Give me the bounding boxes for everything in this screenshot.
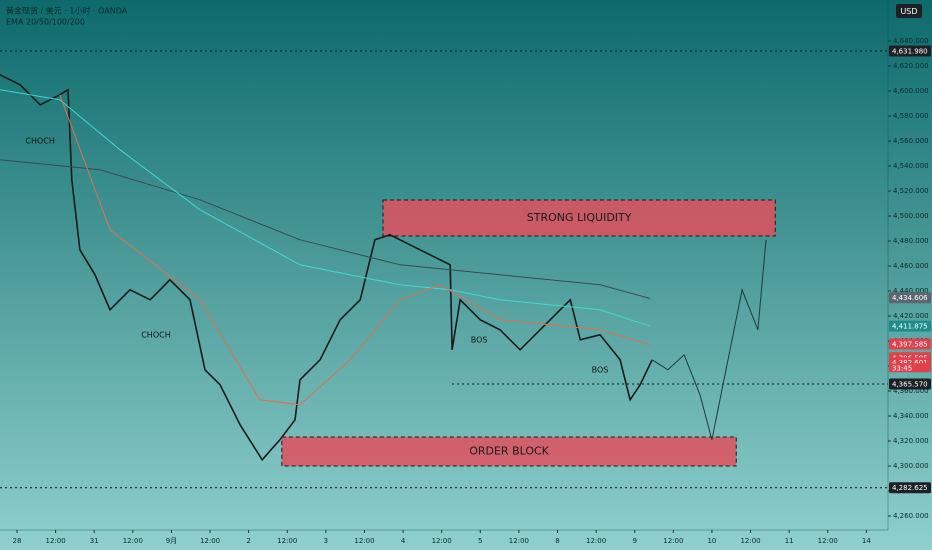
x-tick-label: 9 <box>632 537 636 545</box>
y-tick-label: 4,440.000 <box>893 287 929 295</box>
annotation: CHOCH <box>141 330 171 339</box>
x-tick-label: 4 <box>401 537 406 545</box>
y-tick-label: 4,300.000 <box>893 462 929 470</box>
x-tick-label: 9月 <box>166 537 177 545</box>
currency-button[interactable] <box>896 4 922 18</box>
y-tick-label: 4,580.000 <box>893 112 929 120</box>
x-tick-label: 14 <box>862 537 871 545</box>
y-tick-label: 4,640.000 <box>893 37 929 45</box>
y-tick-label: 4,340.000 <box>893 412 929 420</box>
price-tag-label: 4,434.606 <box>892 294 928 302</box>
x-tick-label: 2 <box>246 537 250 545</box>
y-tick-label: 4,460.000 <box>893 262 929 270</box>
price-line <box>651 239 767 440</box>
x-tick-label: 12:00 <box>432 537 452 545</box>
y-tick-label: 4,540.000 <box>893 162 929 170</box>
zone-label: STRONG LIQUIDITY <box>527 211 632 224</box>
x-tick-label: 12:00 <box>740 537 760 545</box>
y-tick-label: 4,560.000 <box>893 137 929 145</box>
countdown: 33:45 <box>892 364 912 372</box>
y-tick-label: 4,480.000 <box>893 237 929 245</box>
x-tick-label: 12:00 <box>586 537 606 545</box>
y-tick-label: 4,620.000 <box>893 62 929 70</box>
x-tick-label: 5 <box>478 537 482 545</box>
zone-label: ORDER BLOCK <box>469 445 549 458</box>
price-tag <box>889 482 931 494</box>
price-line <box>59 94 651 406</box>
annotation: BOS <box>592 365 609 374</box>
symbol-header: 黄金现货 / 美元 · 1小时 · OANDA <box>6 6 128 16</box>
price-tag <box>889 338 931 350</box>
x-tick-label: 12:00 <box>277 537 297 545</box>
y-tick-label: 4,600.000 <box>893 87 929 95</box>
price-tag <box>889 45 931 57</box>
price-tag-label: 4,397.585 <box>892 341 928 349</box>
price-tag-label: 4,631.980 <box>892 48 928 56</box>
x-tick-label: 12:00 <box>200 537 220 545</box>
annotation: BOS <box>471 335 488 344</box>
x-tick-label: 3 <box>324 537 328 545</box>
x-tick-label: 12:00 <box>354 537 374 545</box>
zone <box>281 436 737 467</box>
zone <box>382 199 776 237</box>
x-tick-label: 12:00 <box>509 537 529 545</box>
x-tick-label: 28 <box>13 537 22 545</box>
x-tick-label: 31 <box>90 537 99 545</box>
price-line <box>0 89 651 327</box>
price-tag <box>889 320 931 332</box>
y-tick-label: 4,520.000 <box>893 187 929 195</box>
price-tag <box>889 292 931 304</box>
price-tag <box>889 378 931 390</box>
price-line <box>0 159 651 299</box>
price-tag-label: 4,365.570 <box>892 381 928 389</box>
x-tick-label: 12:00 <box>123 537 143 545</box>
y-tick-label: 4,320.000 <box>893 437 929 445</box>
y-tick-label: 4,360.000 <box>893 387 929 395</box>
countdown-tag <box>889 363 931 373</box>
x-tick-label: 12:00 <box>46 537 66 545</box>
y-tick-label: 4,500.000 <box>893 212 929 220</box>
x-tick-label: 8 <box>555 537 559 545</box>
price-tag-label: 4,382.601 <box>892 359 928 367</box>
price-line <box>0 74 653 462</box>
x-tick-label: 12:00 <box>663 537 683 545</box>
x-tick-label: 11 <box>785 537 794 545</box>
currency-label: USD <box>900 7 917 16</box>
x-tick-label: 12:00 <box>818 537 838 545</box>
annotation: CHOCH <box>25 137 55 146</box>
y-tick-label: 4,420.000 <box>893 312 929 320</box>
x-tick-label: 10 <box>707 537 716 545</box>
price-tag-label: 4,282.625 <box>892 484 928 492</box>
indicator-label: EMA 20/50/100/200 <box>6 18 85 27</box>
y-tick-label: 4,260.000 <box>893 512 929 520</box>
price-tag-label: 4,411.875 <box>892 323 928 331</box>
